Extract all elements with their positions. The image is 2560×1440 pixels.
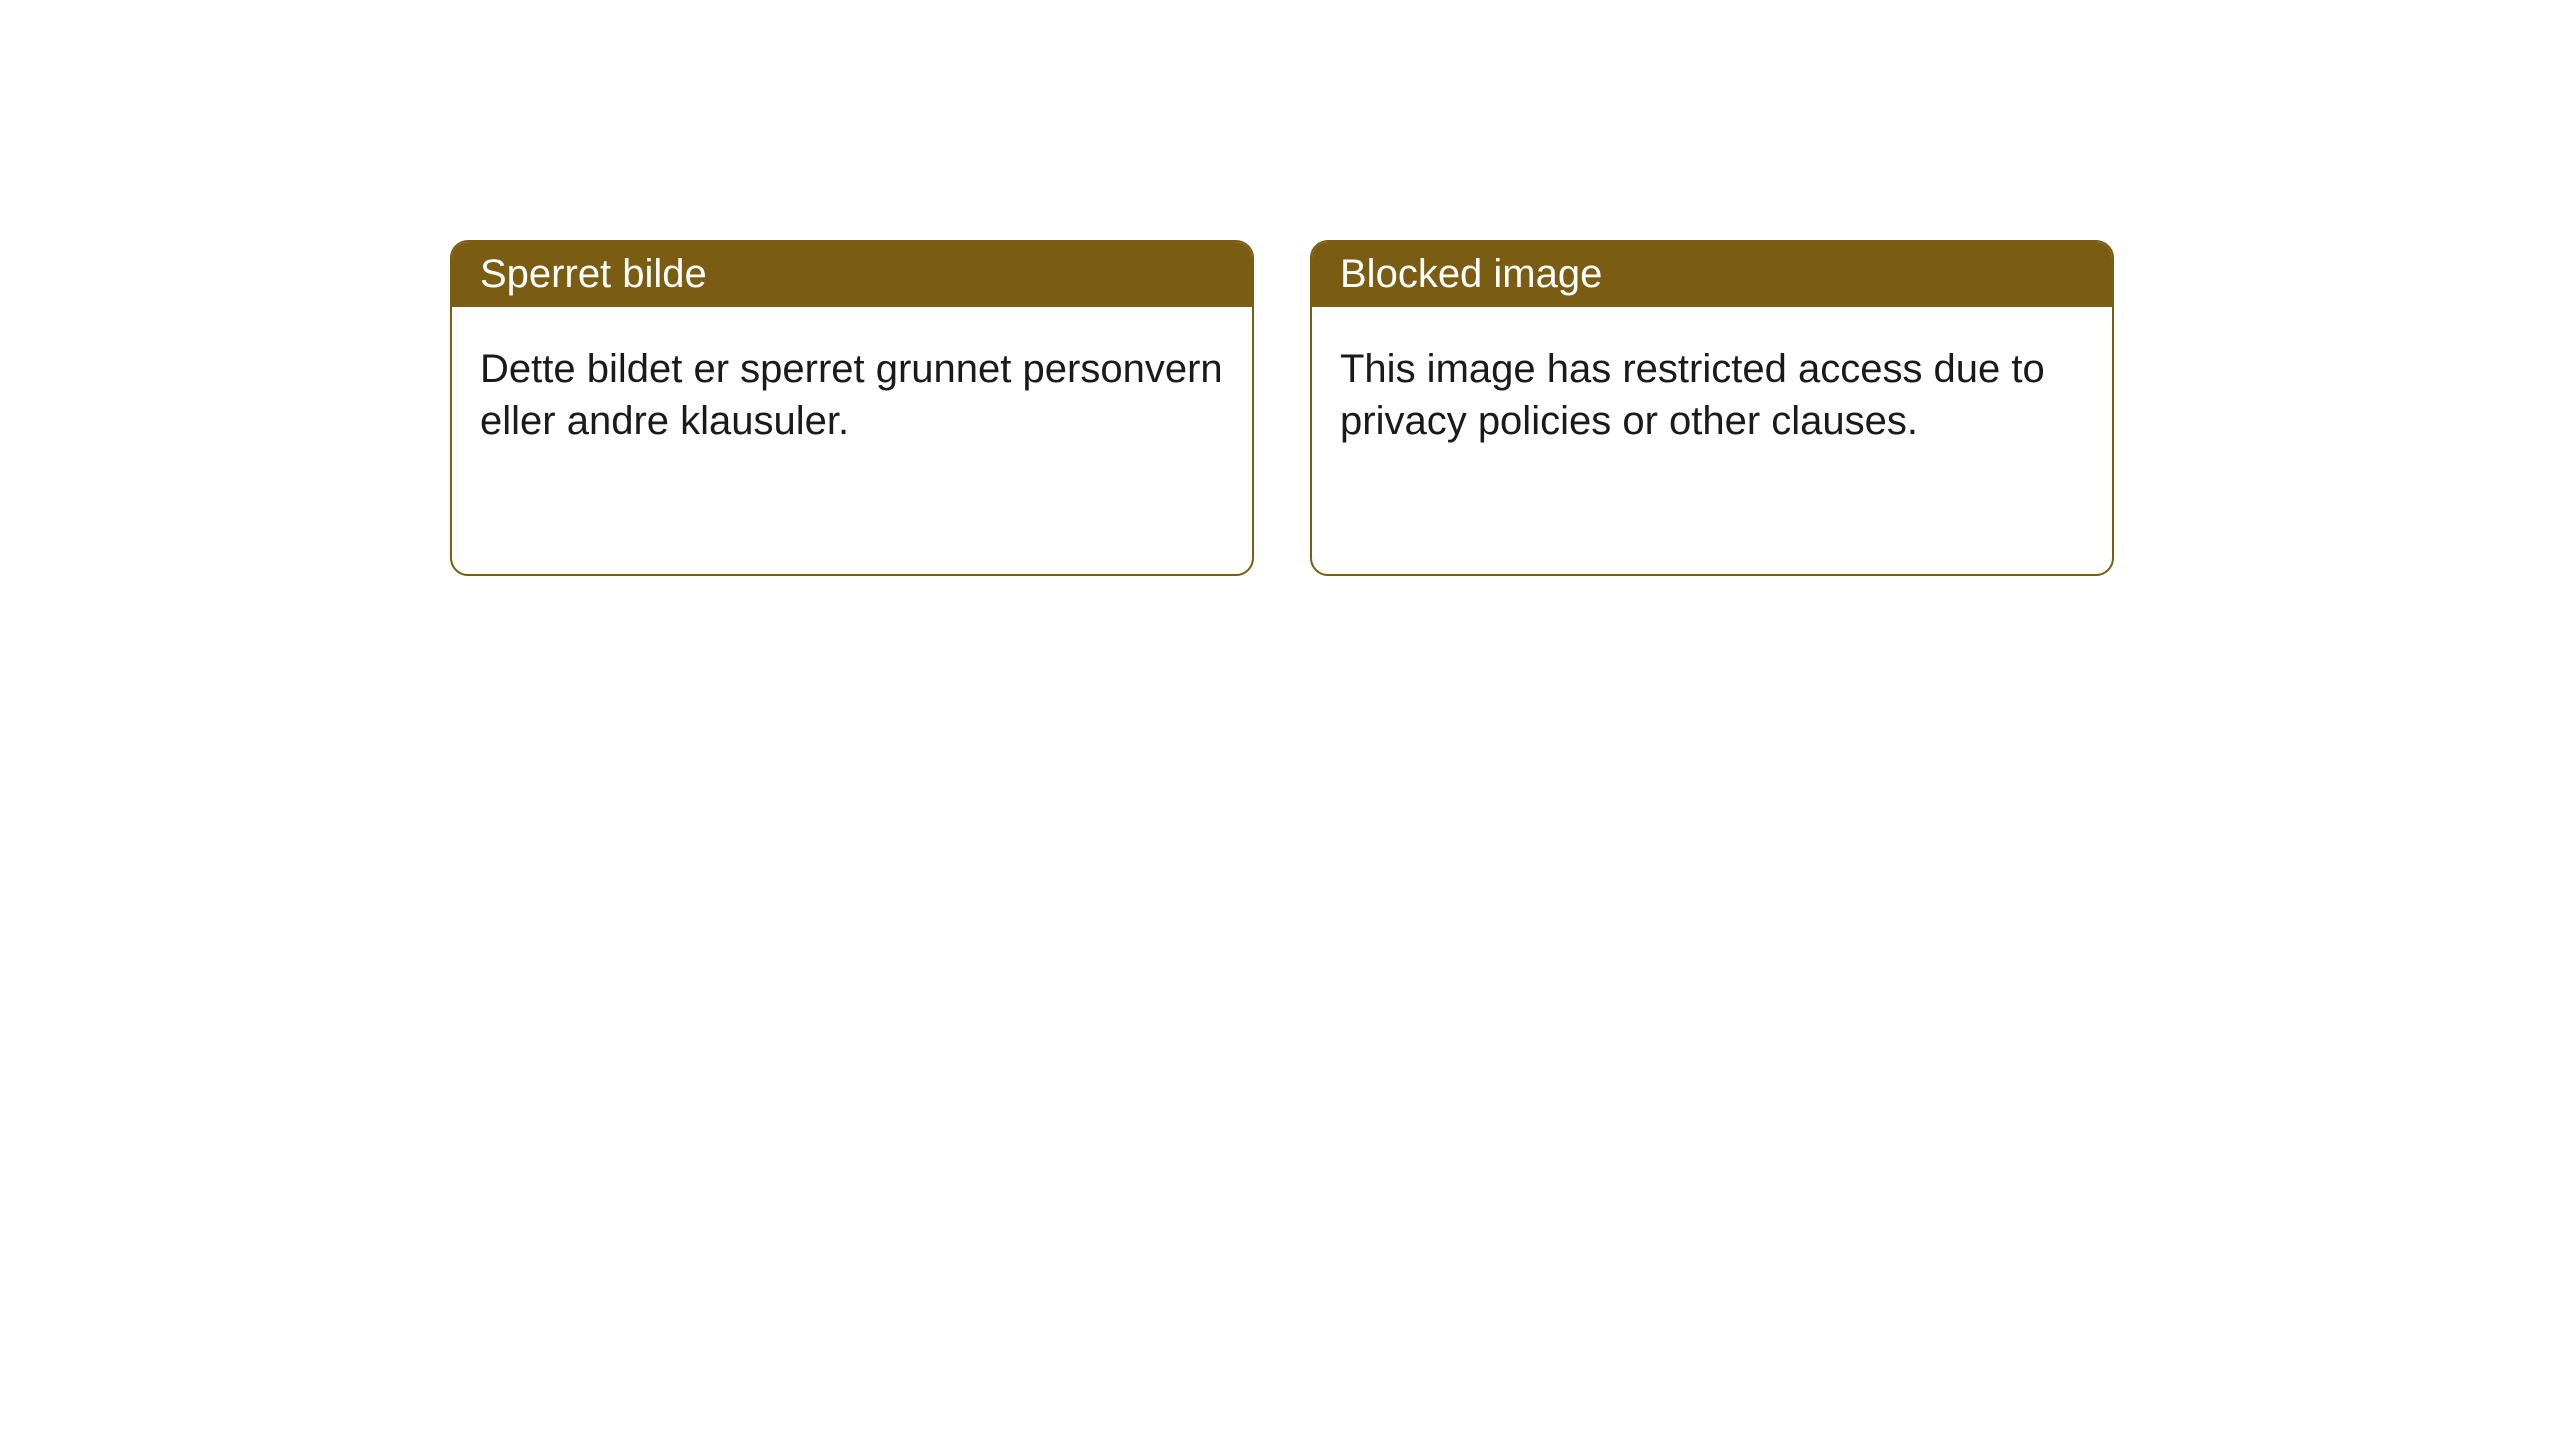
notice-title: Sperret bilde: [480, 252, 707, 296]
notice-header: Sperret bilde: [452, 242, 1252, 307]
notice-card-english: Blocked image This image has restricted …: [1310, 240, 2114, 576]
notice-body: This image has restricted access due to …: [1312, 307, 2112, 483]
notice-card-norwegian: Sperret bilde Dette bildet er sperret gr…: [450, 240, 1254, 576]
notice-container: Sperret bilde Dette bildet er sperret gr…: [0, 0, 2560, 576]
notice-body: Dette bildet er sperret grunnet personve…: [452, 307, 1252, 483]
notice-title: Blocked image: [1340, 252, 1602, 296]
notice-header: Blocked image: [1312, 242, 2112, 307]
notice-body-text: Dette bildet er sperret grunnet personve…: [480, 347, 1223, 443]
notice-body-text: This image has restricted access due to …: [1340, 347, 2045, 443]
